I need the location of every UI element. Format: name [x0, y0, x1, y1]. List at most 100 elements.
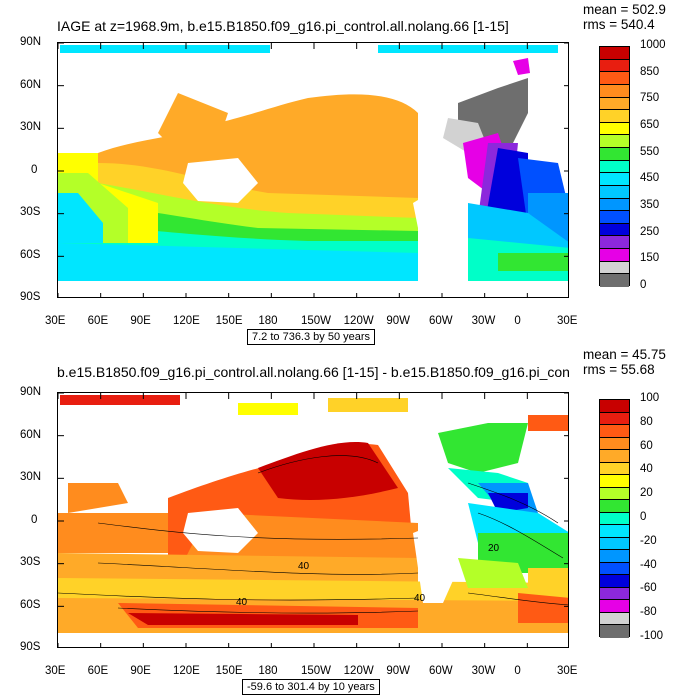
top-colorbar-swatch — [600, 274, 629, 287]
bottom-colorbar-swatch — [600, 450, 629, 463]
top-lat-label: 90S — [20, 291, 41, 303]
bottom-lon-label: 120W — [343, 665, 374, 677]
bottom-map-title: b.e15.B1850.f09_g16.pi_control.all.nolan… — [57, 364, 569, 380]
top-colorbar-label: 350 — [640, 199, 660, 211]
bottom-colorbar-label: 60 — [640, 439, 653, 452]
top-lon-label: 120W — [343, 315, 374, 327]
top-colorbar-swatch — [600, 198, 629, 212]
top-map-title: IAGE at z=1968.9m, b.e15.B1850.f09_g16.p… — [57, 18, 509, 34]
bottom-colorbar-label: 20 — [640, 487, 653, 500]
bottom-lat-label: 0 — [31, 514, 38, 526]
bottom-colorbar-label: 80 — [640, 415, 653, 428]
bottom-colorbar-label: 40 — [640, 463, 653, 476]
top-lon-label: 120E — [173, 315, 200, 327]
top-colorbar-swatch — [600, 59, 629, 73]
top-lat-label: 30S — [20, 206, 41, 218]
top-colorbar-swatch — [600, 211, 629, 224]
bottom-colorbar-swatch — [600, 487, 629, 501]
top-colorbar-swatch — [600, 185, 629, 199]
bottom-colorbar-label: 100 — [640, 392, 660, 404]
bottom-colorbar-label: -60 — [640, 582, 657, 595]
top-colorbar-swatch — [600, 97, 629, 111]
contour-label: 20 — [488, 543, 500, 554]
bottom-lat-label: 60S — [20, 599, 41, 611]
bottom-colorbar-label: -40 — [640, 558, 657, 571]
bottom-range-label: -59.6 to 301.4 by 10 years — [242, 679, 380, 695]
top-colorbar-label: 150 — [640, 252, 660, 265]
top-lat-label: 30N — [20, 121, 42, 133]
top-lon-label: 90E — [130, 315, 151, 327]
top-colorbar-swatch — [600, 236, 629, 249]
bottom-lat-label: 60N — [20, 429, 42, 441]
bottom-lon-label: 90W — [386, 665, 410, 677]
top-colorbar-swatch — [600, 110, 629, 123]
top-lon-label: 180 — [258, 315, 278, 327]
bottom-lon-label: 30E — [557, 665, 578, 677]
top-colorbar-label: 1000 — [640, 39, 666, 51]
top-colorbar-swatch — [600, 173, 629, 186]
bottom-colorbar-swatch — [600, 625, 629, 638]
bottom-lon-label: 60E — [87, 665, 109, 677]
top-colorbar-label: 750 — [640, 92, 660, 105]
bottom-colorbar-swatch — [600, 437, 629, 451]
top-lat-label: 60S — [20, 249, 41, 261]
bottom-lat-label: 30N — [20, 471, 42, 483]
top-lon-label: 60E — [87, 315, 109, 327]
top-colorbar-label: 0 — [640, 279, 647, 291]
top-colorbar-swatch — [600, 84, 629, 98]
bottom-colorbar-swatch — [600, 587, 629, 601]
top-lat-label: 0 — [31, 164, 38, 176]
bottom-colorbar-swatch — [600, 562, 629, 576]
bottom-lat-label: 30S — [20, 556, 41, 568]
contour-label: 40 — [236, 597, 248, 608]
bottom-colorbar — [599, 399, 630, 638]
bottom-colorbar-label: -80 — [640, 606, 657, 619]
top-colorbar — [599, 46, 630, 287]
bottom-colorbar-label: -20 — [640, 534, 657, 547]
bottom-lon-label: 0 — [514, 665, 521, 677]
top-rms-stat: rms = 540.4 — [583, 17, 655, 32]
bottom-colorbar-swatch — [600, 600, 629, 613]
bottom-colorbar-swatch — [600, 425, 629, 438]
top-lon-label: 60W — [429, 315, 453, 327]
bottom-mean-stat: mean = 45.75 — [583, 347, 666, 362]
bottom-lat-label: 90S — [20, 641, 41, 653]
bottom-colorbar-swatch — [600, 400, 629, 413]
bottom-colorbar-swatch — [600, 537, 629, 551]
top-map — [57, 42, 569, 298]
top-lat-label: 60N — [20, 79, 42, 91]
top-colorbar-swatch — [600, 122, 629, 136]
bottom-colorbar-label: 0 — [640, 511, 647, 523]
top-colorbar-swatch — [600, 249, 629, 262]
top-colorbar-label: 250 — [640, 225, 660, 238]
top-lat-label: 90N — [20, 36, 42, 48]
bottom-lat-label: 90N — [20, 386, 42, 398]
top-colorbar-label: 850 — [640, 65, 660, 78]
bottom-rms-stat: rms = 55.68 — [583, 362, 655, 377]
bottom-colorbar-swatch — [600, 612, 629, 626]
bottom-colorbar-swatch — [600, 575, 629, 588]
top-colorbar-swatch — [600, 148, 629, 161]
bottom-map: 40 40 20 40 — [57, 392, 569, 648]
top-colorbar-swatch — [600, 47, 629, 60]
top-lon-label: 150E — [215, 315, 243, 327]
bottom-colorbar-swatch — [600, 412, 629, 426]
top-range-label: 7.2 to 736.3 by 50 years — [247, 329, 376, 345]
top-colorbar-swatch — [600, 160, 629, 174]
bottom-colorbar-swatch — [600, 525, 629, 538]
bottom-lon-label: 120E — [173, 665, 200, 677]
top-lon-label: 150W — [301, 315, 332, 327]
top-lon-label: 0 — [514, 315, 521, 327]
top-colorbar-swatch — [600, 135, 629, 148]
top-lon-label: 30W — [471, 315, 496, 327]
bottom-colorbar-label: -100 — [640, 630, 664, 642]
top-mean-stat: mean = 502.9 — [583, 2, 666, 17]
top-colorbar-label: 550 — [640, 145, 660, 158]
bottom-map-field — [58, 395, 568, 647]
bottom-lon-label: 30E — [45, 665, 66, 677]
bottom-colorbar-swatch — [600, 512, 629, 526]
top-lon-label: 30E — [557, 315, 578, 327]
top-colorbar-swatch — [600, 261, 629, 275]
bottom-lon-label: 150E — [215, 665, 243, 677]
top-colorbar-label: 650 — [640, 119, 660, 131]
